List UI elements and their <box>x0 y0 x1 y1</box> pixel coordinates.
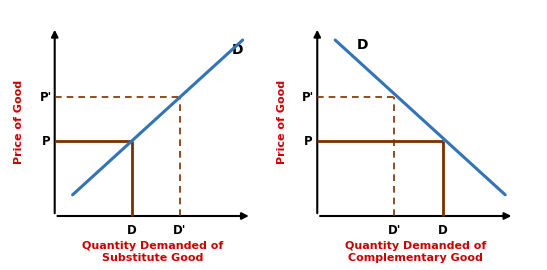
X-axis label: Quantity Demanded of
Substitute Good: Quantity Demanded of Substitute Good <box>83 241 224 263</box>
Text: D: D <box>127 224 137 237</box>
X-axis label: Quantity Demanded of
Complementary Good: Quantity Demanded of Complementary Good <box>345 241 486 263</box>
Y-axis label: Price of Good: Price of Good <box>277 79 287 164</box>
Text: D': D' <box>388 224 401 237</box>
Text: D': D' <box>173 224 187 237</box>
Text: P: P <box>304 134 313 147</box>
Y-axis label: Price of Good: Price of Good <box>14 79 24 164</box>
Text: P: P <box>42 134 50 147</box>
Text: P': P' <box>39 90 52 104</box>
Text: D: D <box>356 38 368 52</box>
Text: D: D <box>231 43 243 57</box>
Text: P': P' <box>302 90 315 104</box>
Text: D: D <box>438 224 447 237</box>
